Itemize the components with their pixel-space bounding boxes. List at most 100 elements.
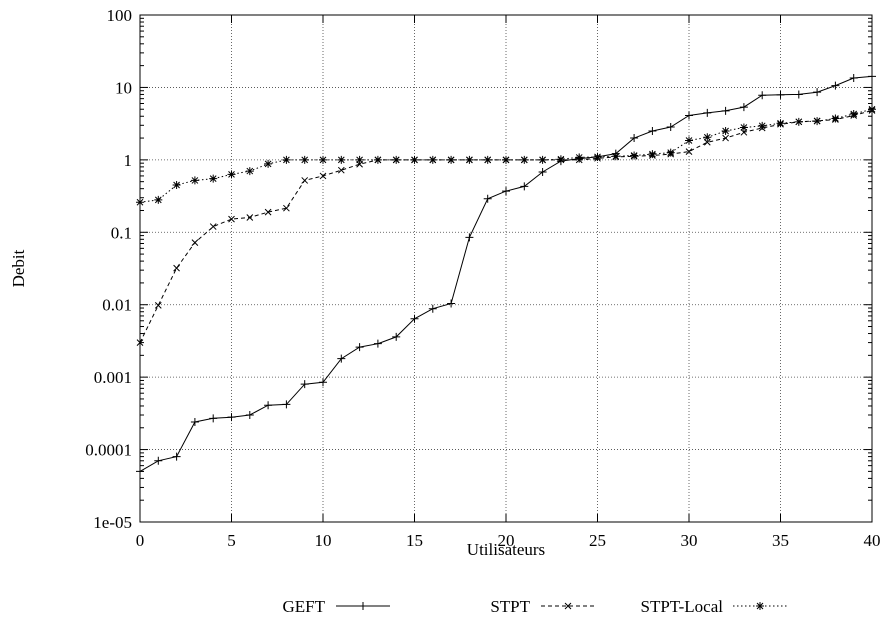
data-point [355,343,364,352]
grid-lines [140,15,872,522]
x-tick-label: 10 [315,531,332,550]
data-point [611,152,620,161]
data-point [209,174,218,183]
y-tick-label: 0.01 [102,296,132,315]
x-tick-label: 40 [864,531,881,550]
data-point [337,155,346,164]
data-point [428,155,437,164]
data-point [739,123,748,132]
legend-label: GEFT [283,597,326,616]
data-point [282,155,291,164]
series-line [139,108,873,203]
data-point [666,148,675,157]
x-tick-label: 30 [681,531,698,550]
legend-item-stpt: STPT [490,597,595,616]
data-point [556,155,565,164]
data-point [447,299,456,308]
axis-ticks [139,14,873,523]
data-point [373,155,382,164]
data-point [721,106,730,115]
data-point [245,167,254,176]
data-point [648,150,657,159]
data-point [337,166,345,174]
data-point [228,215,235,223]
data-point [794,90,803,99]
x-tick-label: 35 [772,531,789,550]
x-tick-label: 5 [227,531,236,550]
data-point [722,134,729,142]
data-point [245,411,254,420]
legend-marker [359,602,367,610]
y-tick-label: 10 [115,78,132,97]
x-tick-label: 25 [589,531,606,550]
data-point [520,182,529,191]
data-point [776,119,785,128]
data-point [502,187,510,196]
data-point [319,172,327,180]
data-point [685,111,693,120]
data-point [227,413,236,422]
data-point [428,304,437,313]
data-point [721,127,730,136]
y-tick-label: 0.001 [94,368,132,387]
series-geft [136,72,876,476]
data-point [739,103,748,112]
data-point [703,108,712,117]
data-point [813,117,822,126]
y-axis-label: Debit [9,249,28,287]
data-point [685,148,693,155]
legend: GEFT STPT STPT-Local [283,597,787,616]
data-point [849,73,858,82]
data-point [410,314,419,323]
data-point [575,153,584,162]
data-point [319,155,327,164]
data-point [703,133,712,142]
legend-marker [564,602,572,610]
data-point [465,155,474,164]
data-point [300,155,309,164]
x-tick-label: 0 [136,531,145,550]
data-point [392,155,401,164]
data-point [264,401,273,410]
data-point [447,155,456,164]
legend-item-geft: GEFT [283,597,390,616]
legend-marker [756,602,764,610]
y-tick-label: 1e-05 [93,513,132,532]
data-point [172,180,181,189]
data-point [740,128,748,136]
data-point [283,204,290,212]
data-point [520,155,529,164]
data-point [355,155,364,164]
data-point [373,339,382,348]
data-point [630,151,639,160]
data-point [282,400,291,409]
data-point [410,155,419,164]
data-point [794,117,803,126]
y-tick-label: 0.0001 [85,441,132,460]
y-tick-label: 0.1 [111,223,132,242]
data-point [227,170,236,179]
data-point [758,91,767,100]
data-point [630,134,639,143]
series-group [136,72,876,476]
data-point [246,214,254,221]
data-point [190,176,199,185]
legend-item-stpt-local: STPT-Local [641,597,787,616]
x-tick-label: 15 [406,531,423,550]
data-point [392,332,401,341]
data-point [301,177,309,184]
data-point [593,152,602,161]
data-point [209,223,217,230]
data-point [300,380,309,389]
data-point [703,138,711,146]
legend-label: STPT [490,597,530,616]
data-point [648,127,657,136]
plot-frame [139,14,873,523]
data-point [758,121,767,130]
y-tick-label: 1 [124,151,133,170]
x-axis-label: Utilisateurs [467,540,545,559]
data-point [173,264,180,272]
data-point [337,354,346,363]
data-point [465,233,474,242]
data-point [209,414,218,423]
